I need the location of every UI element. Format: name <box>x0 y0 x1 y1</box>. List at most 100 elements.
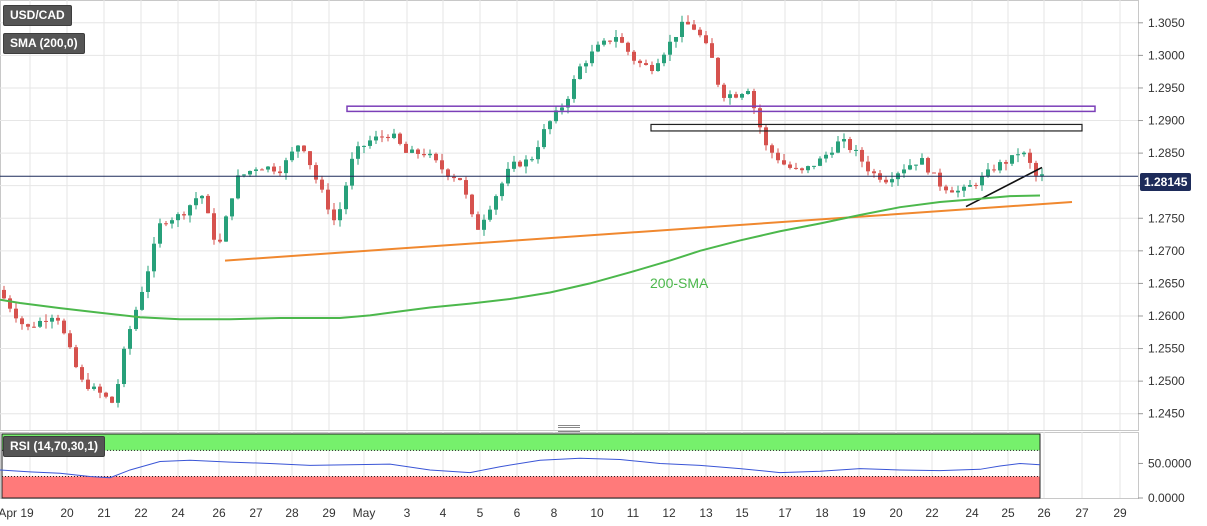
y-tick-label: 1.2600 <box>1148 309 1185 323</box>
candle-bear <box>446 169 450 177</box>
candle-bear <box>458 178 462 181</box>
candle-bull <box>38 320 42 327</box>
candle-bear <box>440 160 444 170</box>
short-trendline <box>965 166 1043 208</box>
candle-bear <box>782 160 786 165</box>
candle-bear <box>938 172 942 187</box>
candle-bear <box>44 320 48 322</box>
candle-bear <box>686 21 690 25</box>
candle-bull <box>902 169 906 174</box>
x-tick-label: 5 <box>477 506 484 520</box>
candle-bull <box>842 139 846 142</box>
candle-bear <box>260 169 264 171</box>
candle-bull <box>680 21 684 37</box>
candle-bull <box>116 383 120 403</box>
candle-bear <box>386 136 390 139</box>
candle-bull <box>176 214 180 221</box>
rsi-zones <box>1 433 1041 499</box>
x-tick-label: 8 <box>551 506 558 520</box>
candle-bull <box>554 110 558 122</box>
candle-bear <box>794 167 798 169</box>
candle-bull <box>1040 174 1044 176</box>
candle-bull <box>980 176 984 186</box>
candle-bull <box>482 219 486 230</box>
candle-bull <box>524 159 528 167</box>
candle-bull <box>224 216 228 242</box>
x-tick-label: 20 <box>60 506 74 520</box>
candle-bear <box>770 145 774 153</box>
candle-bear <box>32 326 36 328</box>
candle-bull <box>362 145 366 147</box>
x-tick-label: 21 <box>97 506 111 520</box>
candle-bear <box>626 42 630 52</box>
candle-bear <box>380 136 384 138</box>
candle-bull <box>596 44 600 52</box>
candle-bull <box>908 165 912 170</box>
candle-bull <box>494 196 498 210</box>
x-tick-label: 17 <box>778 506 792 520</box>
candle-bear <box>98 386 102 393</box>
candle-bull <box>1016 154 1020 156</box>
candle-bull <box>188 205 192 216</box>
candle-bull <box>170 220 174 224</box>
candle-bull <box>92 386 96 389</box>
grid <box>0 0 1143 499</box>
candle-bull <box>512 161 516 169</box>
y-tick-label: 1.3000 <box>1148 48 1185 62</box>
rsi-line <box>0 457 1041 479</box>
candle-bull <box>128 329 132 349</box>
x-tick-label: 4 <box>440 506 447 520</box>
candle-bull <box>560 107 564 111</box>
candle-bull <box>728 94 732 98</box>
x-tick-label: 10 <box>590 506 604 520</box>
candle-bear <box>164 223 168 225</box>
x-tick-label: 27 <box>249 506 263 520</box>
candle-bull <box>812 165 816 167</box>
candle-bull <box>488 209 492 220</box>
y-tick-label: 1.2750 <box>1148 211 1185 225</box>
candle-bull <box>254 169 258 171</box>
x-tick-label: 19 <box>852 506 866 520</box>
candle-bull <box>548 121 552 130</box>
candle-bear <box>866 161 870 172</box>
candle-bull <box>500 183 504 197</box>
candle-bear <box>992 169 996 171</box>
candle-bear <box>74 347 78 368</box>
y-tick-label: 1.2950 <box>1148 81 1185 95</box>
candle-bull <box>140 291 144 310</box>
pane-divider-handle[interactable] <box>558 425 580 432</box>
candle-bear <box>518 161 522 167</box>
candle-bear <box>758 108 762 128</box>
candle-bear <box>692 24 696 30</box>
candle-bull <box>836 141 840 153</box>
candle-bull <box>998 162 1002 171</box>
candle-bull <box>986 169 990 177</box>
candle-bull <box>530 159 534 161</box>
candle-bear <box>1028 152 1032 163</box>
x-tick-label: 26 <box>212 506 226 520</box>
candle-bear <box>422 153 426 156</box>
y-tick-label: 1.2850 <box>1148 146 1185 160</box>
candle-bear <box>8 298 12 309</box>
time-axis: Apr 19 20 21 22 24 26 27 28 29 May 3 4 5 6 8 10 11 12 13 15… <box>0 506 1127 520</box>
candle-bull <box>50 317 54 322</box>
candle-bull <box>830 152 834 155</box>
candle-bull <box>230 198 234 217</box>
x-tick-label: 27 <box>1075 506 1089 520</box>
candle-bull <box>566 98 570 108</box>
candle-bear <box>638 60 642 64</box>
candle-bull <box>578 66 582 80</box>
candle-bear <box>104 392 108 397</box>
candle-bear <box>398 133 402 144</box>
candle-bull <box>572 79 576 99</box>
x-tick-label: 24 <box>965 506 979 520</box>
candle-bear <box>716 57 720 85</box>
symbol-label: USD/CAD <box>3 5 72 26</box>
candle-bull <box>662 54 666 64</box>
candle-bull <box>602 40 606 45</box>
candle-bull <box>1022 152 1026 155</box>
candle-bear <box>62 320 66 334</box>
candle-bull <box>824 154 828 159</box>
candle-bear <box>452 176 456 179</box>
